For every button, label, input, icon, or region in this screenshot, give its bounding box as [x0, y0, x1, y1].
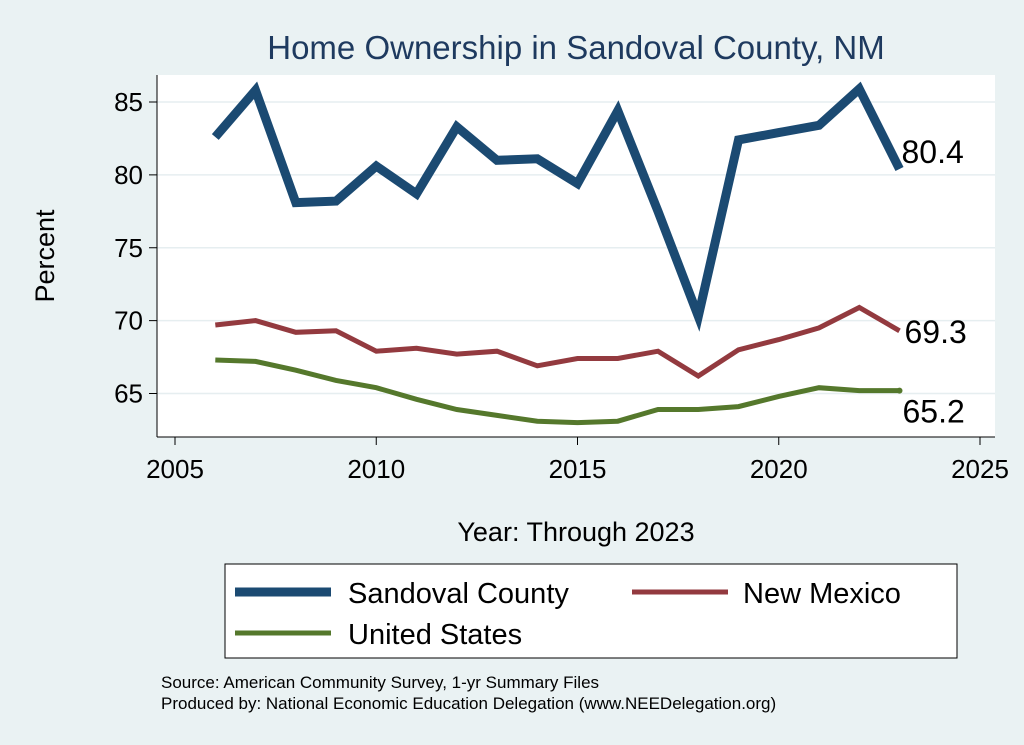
source-note: Source: American Community Survey, 1-yr … [161, 673, 599, 692]
axes: 65 70 75 80 85 2005 2010 2015 2020 2025 [114, 75, 1009, 484]
x-tick-label: 2015 [549, 454, 607, 484]
x-tick-label: 2020 [750, 454, 808, 484]
series-end-point [896, 387, 903, 394]
plot-area [157, 75, 995, 437]
legend-box [224, 563, 958, 659]
series-line-sandoval-county [211, 81, 904, 332]
y-tick-label: 80 [114, 160, 143, 190]
end-labels: 80.4 69.3 65.2 [902, 134, 967, 430]
x-tick-label: 2025 [951, 454, 1009, 484]
produced-note: Produced by: National Economic Education… [161, 694, 776, 713]
x-tick-label: 2010 [347, 454, 405, 484]
series-line-united-states [215, 357, 900, 426]
end-label-sandoval-county: 80.4 [902, 134, 964, 170]
series-lines [211, 81, 904, 426]
legend: Sandoval County New Mexico United States [224, 563, 958, 659]
legend-label-new-mexico: New Mexico [743, 578, 901, 610]
legend-label-united-states: United States [348, 619, 522, 651]
x-tick-label: 2005 [146, 454, 204, 484]
y-tick-label: 70 [114, 306, 143, 336]
end-label-new-mexico: 69.3 [905, 314, 967, 350]
y-axis-label: Percent [30, 209, 60, 303]
x-axis-label: Year: Through 2023 [457, 517, 694, 547]
series-line-new-mexico [215, 304, 901, 379]
end-label-united-states: 65.2 [903, 394, 965, 430]
chart-title: Home Ownership in Sandoval County, NM [267, 29, 885, 66]
grid-lines [157, 101, 995, 395]
legend-label-sandoval-county: Sandoval County [348, 578, 569, 610]
y-tick-label: 85 [114, 87, 143, 117]
y-tick-label: 75 [114, 233, 143, 263]
legend-items: Sandoval County New Mexico United States [235, 578, 901, 651]
y-tick-label: 65 [114, 379, 143, 409]
